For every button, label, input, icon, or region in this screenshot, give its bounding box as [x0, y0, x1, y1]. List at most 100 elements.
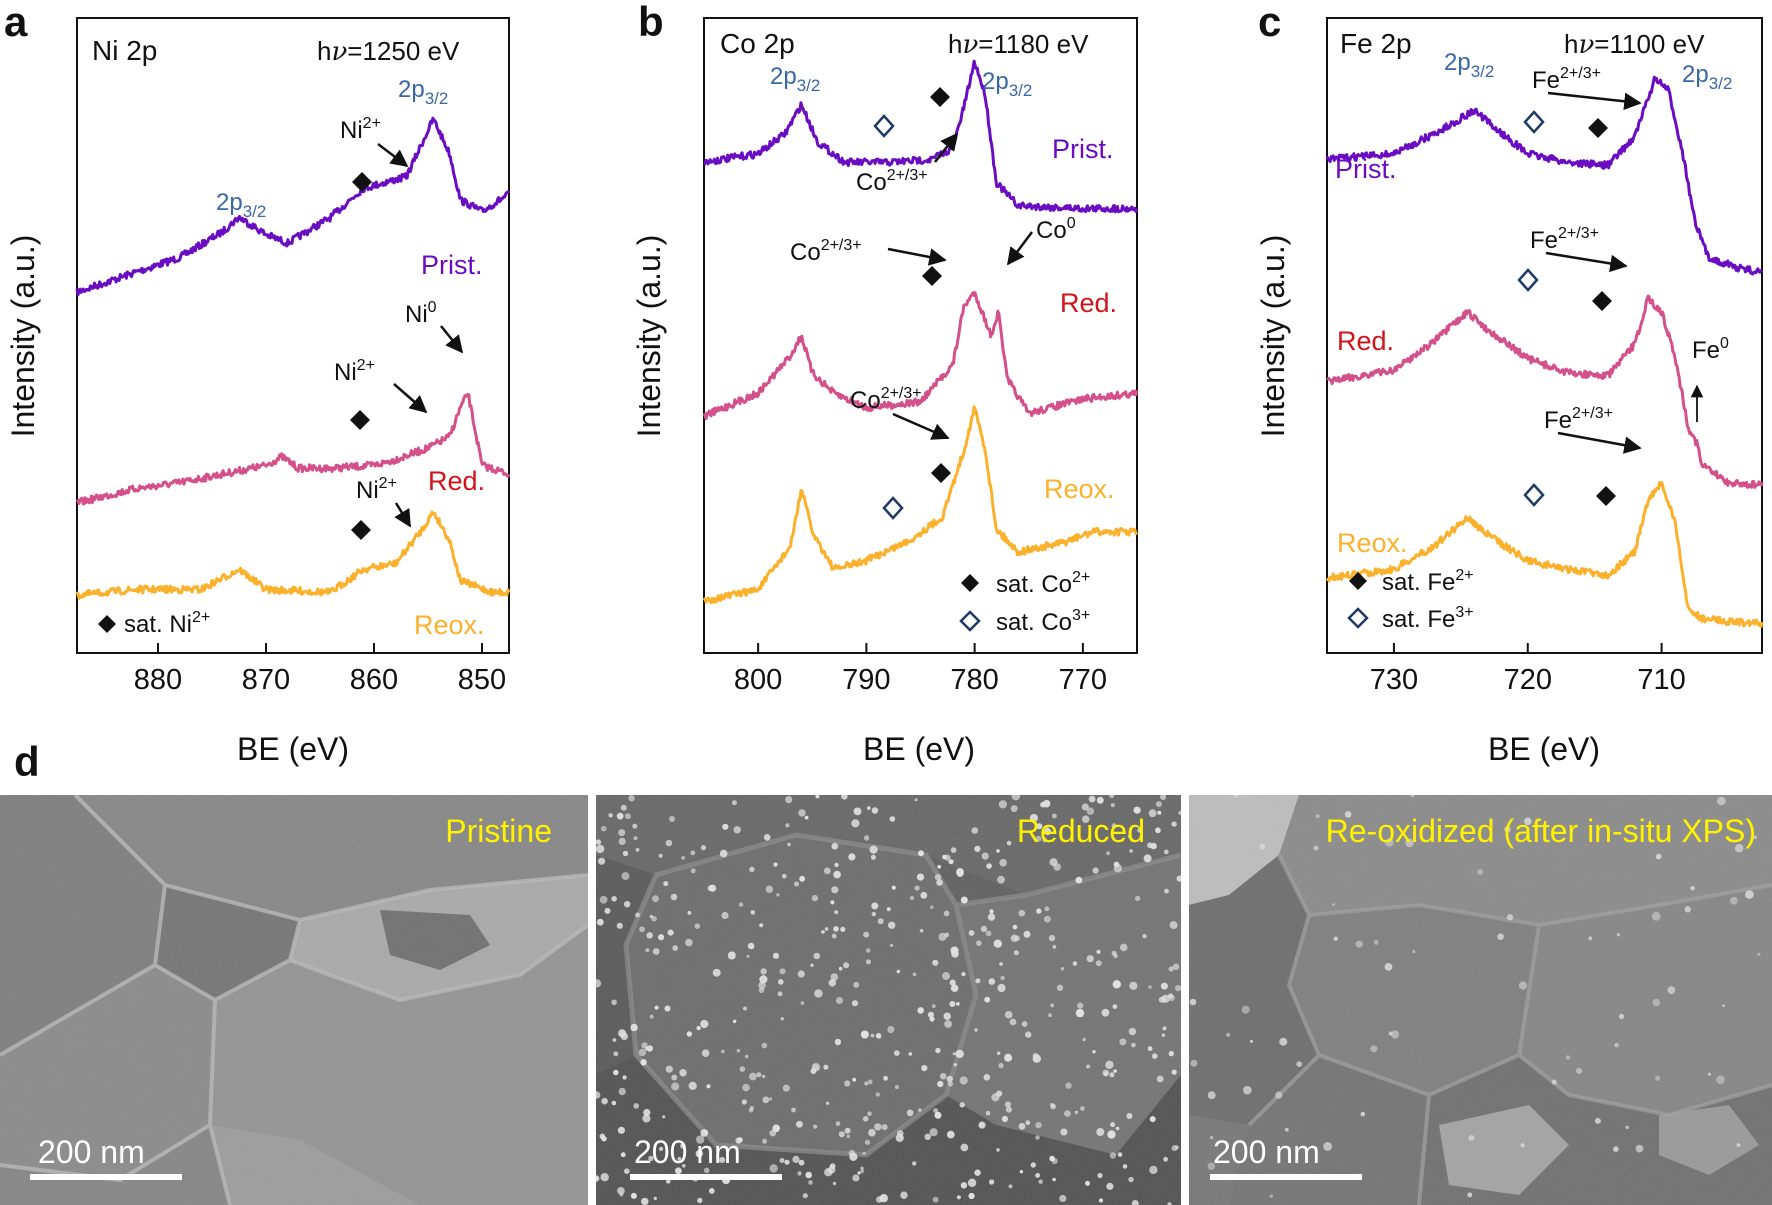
legend-b-2-sup: 3+: [1072, 607, 1090, 624]
annotation-ni0-red: Ni0: [405, 299, 464, 354]
spectrum-c-red: [1326, 294, 1764, 489]
sat-marker-b-prist-filled: [930, 87, 950, 107]
sem-image-reoxidized: [1189, 795, 1772, 1205]
sat-marker-a-red: [350, 410, 370, 430]
ann-a-4-sup: 2+: [379, 475, 397, 492]
y-axis-label-b: Intensity (a.u.): [631, 235, 667, 438]
series-group-c: [1325, 75, 1764, 629]
series-label-b-prist: Prist.: [1052, 134, 1114, 164]
peak-label-c-2-sub: 3/2: [1709, 74, 1733, 93]
peak-label-c-1-text: 2p: [1444, 49, 1471, 76]
ann-c-1-sup: 2+/3+: [1560, 65, 1601, 82]
svg-text:2p3/2: 2p3/2: [216, 189, 266, 221]
legend-a-sup: 2+: [192, 609, 210, 626]
svg-text:Co0: Co0: [1036, 215, 1076, 244]
panel-letter-b: b: [638, 0, 664, 45]
panel-letter-c: c: [1258, 0, 1281, 45]
ann-b-4-sup: 2+/3+: [881, 385, 922, 402]
peak-label-c-1: 2p3/2: [1444, 49, 1494, 81]
photon-energy-a-value: 1250 eV: [362, 36, 460, 66]
x-ticks-c: 730 720 710: [1370, 643, 1686, 696]
series-label-c-prist: Prist.: [1335, 154, 1397, 184]
annotation-co23-red: Co2+/3+: [790, 237, 947, 266]
legend-b-1-sup: 2+: [1072, 569, 1090, 586]
x-tick-label-b-790: 790: [842, 664, 890, 696]
element-title-c: Fe 2p: [1340, 28, 1412, 59]
svg-text:Fe0: Fe0: [1692, 335, 1729, 364]
panel-letter-a: a: [4, 0, 28, 45]
peak-label-2p12-a: 2p3/2: [216, 189, 266, 221]
svg-text:Co2+/3+: Co2+/3+: [850, 385, 922, 414]
series-label-b-reox: Reox.: [1044, 474, 1115, 504]
x-ticks-b: 800 790 780 770: [734, 643, 1107, 696]
peak-label-b-1: 2p3/2: [770, 63, 820, 95]
ann-b-2-text: Co: [790, 239, 821, 266]
svg-text:Ni2+: Ni2+: [356, 475, 397, 504]
annotation-ni2plus-reox: Ni2+: [356, 475, 412, 528]
sat-marker-b-reox-filled: [931, 463, 951, 483]
ann-a-3-sup: 2+: [357, 357, 375, 374]
peak-label-c-1-sub: 3/2: [1471, 62, 1495, 81]
plot-frame-a: [76, 17, 510, 654]
ann-b-2-sup: 2+/3+: [821, 237, 862, 254]
spectrum-a-prist: [75, 116, 511, 297]
ann-b-3-text: Co: [1036, 217, 1067, 244]
legend-b-2-text: sat. Co: [996, 609, 1072, 636]
sat-marker-a-prist: [352, 172, 372, 192]
sat-marker-c-red-open: [1517, 268, 1539, 292]
legend-c-marker-1: [1349, 572, 1367, 590]
peak-label-2p32-main-a: 2p3/2: [398, 76, 448, 108]
series-label-a-red: Red.: [428, 466, 485, 496]
spectrum-c-prist: [1325, 75, 1764, 276]
peak-label-b-2-sub: 3/2: [1009, 81, 1033, 100]
annotation-fe23-prist: Fe2+/3+: [1532, 65, 1642, 110]
series-label-c-reox: Reox.: [1337, 528, 1408, 558]
annotation-ni2plus-red: Ni2+: [334, 357, 428, 414]
svg-text:sat. Fe3+: sat. Fe3+: [1382, 604, 1474, 633]
sat-marker-c-reox-filled: [1596, 486, 1616, 506]
sat-marker-b-reox-open: [882, 496, 904, 520]
spectrum-b-reox: [702, 405, 1139, 605]
sat-marker-b-prist-open: [873, 114, 895, 138]
peak-label-a-2-sub: 3/2: [243, 202, 267, 221]
annotation-fe23-red: Fe2+/3+: [1530, 225, 1628, 273]
x-tick-label-a-860: 860: [350, 664, 398, 696]
ann-a-1-sup: 2+: [363, 115, 381, 132]
photon-energy-c: hν=1100 eV: [1564, 29, 1705, 60]
spectrum-a-red: [75, 393, 511, 506]
x-tick-label-b-780: 780: [950, 664, 998, 696]
spectrum-c-reox: [1325, 481, 1764, 629]
svg-text:sat. Fe2+: sat. Fe2+: [1382, 567, 1474, 596]
scale-bar-reduced-text: 200 nm: [634, 1134, 741, 1170]
legend-b-marker-1: [961, 574, 979, 592]
sem-label-pristine: Pristine: [445, 813, 552, 849]
series-label-b-red: Red.: [1060, 288, 1117, 318]
y-axis-label-c: Intensity (a.u.): [1255, 235, 1291, 438]
x-tick-label-c-710: 710: [1637, 664, 1685, 696]
sem-image-reduced: [596, 795, 1181, 1205]
svg-text:Ni2+: Ni2+: [340, 115, 381, 144]
annotation-ni2plus-prist: Ni2+: [340, 115, 409, 168]
ann-c-3-text: Fe: [1692, 337, 1720, 364]
photon-energy-a: hν=1250 eV: [317, 36, 460, 67]
ann-c-3-sup: 0: [1720, 335, 1729, 352]
y-axis-label-a: Intensity (a.u.): [5, 235, 41, 438]
peak-label-b-2-text: 2p: [982, 68, 1009, 95]
ann-a-1-text: Ni: [340, 117, 363, 144]
svg-text:2p3/2: 2p3/2: [398, 76, 448, 108]
svg-text:sat. Co2+: sat. Co2+: [996, 569, 1090, 598]
ann-b-4-text: Co: [850, 387, 881, 414]
series-label-a-reox: Reox.: [414, 610, 485, 640]
series-label-c-red: Red.: [1337, 326, 1394, 356]
peak-label-c-2: 2p3/2: [1682, 61, 1732, 93]
ann-b-1-text: Co: [856, 169, 887, 196]
annotation-co23-reox: Co2+/3+: [850, 385, 950, 440]
x-tick-label-c-730: 730: [1370, 664, 1418, 696]
spectrum-b-red: [702, 291, 1139, 421]
panel-c: c Fe 2p hν=1100 eV 730 720 710 BE (eV) Int…: [1255, 0, 1764, 767]
peak-label-a-2-text: 2p: [216, 189, 243, 216]
svg-text:Fe2+/3+: Fe2+/3+: [1544, 405, 1613, 434]
annotation-co0-red: Co0: [1006, 215, 1076, 266]
ann-c-2-text: Fe: [1530, 227, 1558, 254]
